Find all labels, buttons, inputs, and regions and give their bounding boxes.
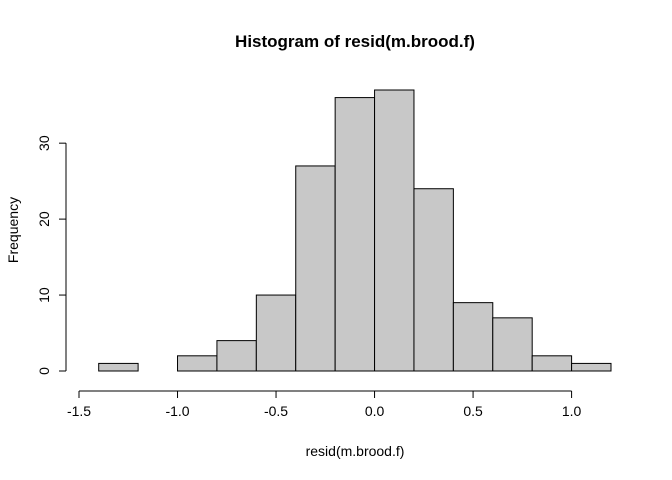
x-tick-label: 0.0 [365,403,385,419]
x-tick-label: 1.0 [562,403,582,419]
y-tick-label: 30 [36,135,52,151]
y-tick-label: 20 [36,211,52,227]
x-tick-label: 0.5 [463,403,483,419]
histogram-bar [334,97,376,372]
histogram-bar [216,340,257,372]
y-tick-label: 10 [36,287,52,303]
histogram-bars [98,89,612,372]
histogram-bar [571,362,612,372]
x-tick-label: -1.5 [67,403,91,419]
y-axis-label: Frequency [5,197,21,263]
histogram-bar [374,89,415,372]
histogram-bar [98,362,139,372]
histogram-bar [255,294,297,372]
y-axis: 0 10 20 30 [36,135,67,375]
x-axis: -1.5 -1.0 -0.5 0.0 0.5 1.0 [67,390,582,419]
histogram-bar [531,355,573,372]
histogram-bar [452,302,494,372]
histogram-bar [413,188,454,372]
x-tick-label: -1.0 [165,403,189,419]
chart-title: Histogram of resid(m.brood.f) [235,32,475,51]
y-tick-label: 0 [36,367,52,375]
histogram-bar [177,355,218,372]
histogram-bar [295,165,336,372]
x-axis-label: resid(m.brood.f) [306,443,405,459]
x-tick-label: -0.5 [264,403,288,419]
histogram-bar [492,317,533,372]
